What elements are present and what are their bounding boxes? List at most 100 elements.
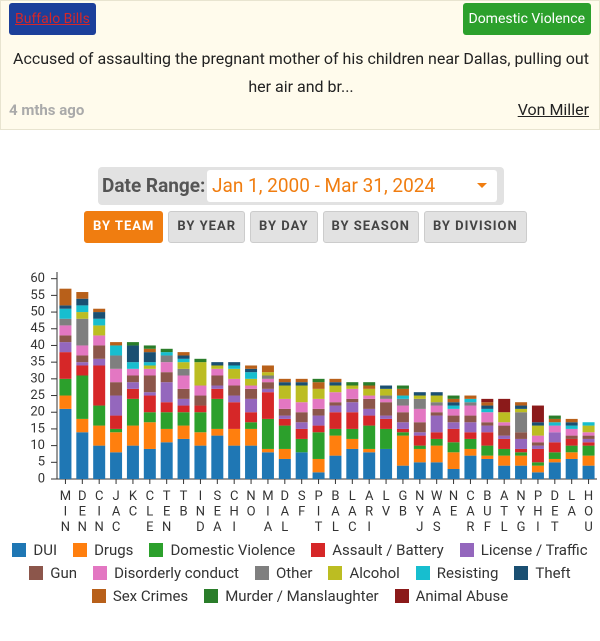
bar-segment	[211, 362, 224, 366]
player-link[interactable]: Von Miller	[517, 100, 589, 119]
bar-segment	[295, 422, 308, 429]
filter-button[interactable]: BY DAY	[250, 211, 318, 243]
bar-segment	[245, 445, 258, 479]
team-tag[interactable]: Buffalo Bills	[9, 3, 96, 35]
x-tick-letter: R	[365, 505, 373, 520]
bar-segment	[531, 462, 544, 466]
bar-segment	[278, 398, 291, 409]
legend-item: Animal Abuse	[394, 586, 508, 605]
bar-segment	[228, 378, 241, 386]
bar-segment	[93, 308, 106, 313]
bar-segment	[93, 445, 106, 479]
bar-segment	[515, 448, 528, 453]
legend-label: DUI	[33, 540, 58, 559]
x-tick-letter: I	[97, 505, 101, 520]
bar-segment	[143, 448, 156, 479]
bar-segment	[110, 368, 123, 383]
bar-segment	[312, 432, 325, 459]
bar-segment	[380, 395, 393, 399]
bar-segment	[346, 398, 359, 403]
x-tick-letter: L	[281, 520, 288, 535]
bar-segment	[329, 378, 342, 383]
bar-segment	[312, 378, 325, 383]
x-tick-letter: D	[281, 489, 290, 504]
bar-segment	[261, 372, 274, 376]
bar-segment	[76, 418, 89, 433]
bar-segment	[531, 435, 544, 443]
description: Accused of assaulting the pregnant mothe…	[13, 49, 589, 96]
bar-segment	[396, 422, 409, 429]
bar-segment	[515, 408, 528, 413]
filter-button[interactable]: BY YEAR	[168, 211, 246, 243]
x-tick-letter: W	[431, 489, 443, 504]
bar-segment	[565, 435, 578, 439]
filter-button[interactable]: BY SEASON	[322, 211, 419, 243]
bar-segment	[194, 432, 207, 446]
y-tick-label: 0	[38, 471, 45, 486]
bar-segment	[261, 448, 274, 453]
bar-segment	[363, 425, 376, 449]
bar-segment	[430, 412, 443, 416]
x-tick-letter: B	[399, 505, 407, 520]
bar-segment	[515, 432, 528, 439]
bar-segment	[160, 428, 173, 443]
legend-item: Theft	[514, 563, 571, 582]
bar-segment	[93, 358, 106, 366]
bar-segment	[548, 442, 561, 453]
x-tick-letter: P	[314, 489, 322, 504]
category-tag[interactable]: Domestic Violence	[462, 3, 591, 35]
bar-segment	[59, 305, 72, 309]
x-tick-letter: P	[534, 489, 542, 504]
bar-segment	[515, 402, 528, 406]
bar-segment	[531, 425, 544, 436]
x-tick-letter: L	[146, 505, 153, 520]
bar-segment	[245, 422, 258, 429]
bar-segment	[245, 412, 258, 423]
bar-segment	[76, 375, 89, 419]
bar-segment	[481, 422, 494, 426]
x-tick-letter: E	[163, 505, 170, 520]
x-tick-letter: I	[317, 505, 321, 520]
bar-segment	[346, 428, 359, 439]
filter-button[interactable]: BY DIVISION	[423, 211, 527, 243]
x-tick-letter: C	[146, 489, 154, 504]
bar-segment	[245, 385, 258, 389]
bar-segment	[143, 422, 156, 449]
x-tick-letter: U	[483, 505, 491, 520]
y-tick-label: 35	[30, 355, 45, 370]
bar-segment	[278, 458, 291, 479]
bar-segment	[531, 445, 544, 449]
bar-segment	[59, 318, 72, 326]
bar-segment	[447, 428, 460, 443]
bar-segment	[464, 432, 477, 439]
bar-segment	[245, 388, 258, 399]
x-tick-letter: E	[214, 505, 221, 520]
bar-segment	[447, 415, 460, 423]
bar-segment	[531, 442, 544, 446]
bar-segment	[329, 412, 342, 429]
date-dropdown[interactable]: Jan 1, 2000 - Mar 31, 2024	[207, 170, 497, 202]
bar-segment	[363, 448, 376, 453]
bar-segment	[498, 438, 511, 449]
bar-segment	[160, 348, 173, 353]
legend-swatch	[514, 565, 529, 580]
bar-segment	[228, 385, 241, 396]
legend-swatch	[311, 542, 326, 557]
x-tick-letter: I	[232, 520, 236, 535]
bar-segment	[245, 372, 258, 379]
bar-segment	[464, 455, 477, 479]
x-tick-letter: N	[449, 489, 458, 504]
bar-segment	[515, 438, 528, 449]
filter-button[interactable]: BY TEAM	[84, 211, 164, 243]
x-tick-letter: O	[247, 505, 256, 520]
bar-segment	[447, 405, 460, 409]
x-tick-letter: I	[367, 520, 371, 535]
bar-segment	[261, 418, 274, 449]
x-tick-letter: C	[466, 489, 474, 504]
